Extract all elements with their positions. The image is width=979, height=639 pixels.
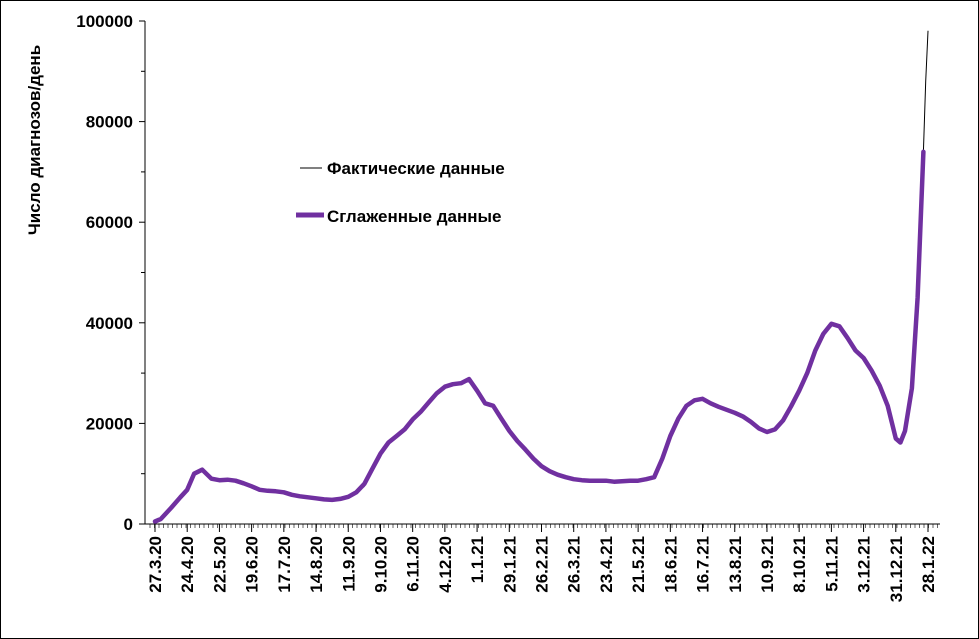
y-axis-title: Число диагнозов/день (25, 45, 44, 235)
y-tick-label: 20000 (86, 414, 133, 433)
x-tick-label: 8.10.21 (790, 536, 809, 593)
y-tick-label: 80000 (86, 113, 133, 132)
y-tick-label: 60000 (86, 213, 133, 232)
y-axis: 0 20000 40000 60000 80000 100000 (76, 12, 146, 534)
x-tick-label: 3.12.21 (855, 536, 874, 593)
y-tick-label: 40000 (86, 314, 133, 333)
x-tick-label: 9.10.20 (371, 536, 390, 593)
y-tick-label: 0 (124, 515, 133, 534)
x-tick-label: 17.7.20 (275, 536, 294, 593)
series-line-smoothed (152, 149, 926, 524)
series-line-actual (154, 30, 929, 522)
legend-label-smoothed: Сглаженные данные (327, 207, 501, 226)
x-tick-label: 26.2.21 (533, 536, 552, 593)
x-tick-label: 19.6.20 (243, 536, 262, 593)
x-tick-label: 11.9.20 (339, 536, 358, 592)
x-tick-label: 10.9.21 (758, 536, 777, 593)
x-tick-label: 6.11.20 (404, 536, 423, 592)
y-tick-label: 100000 (76, 12, 133, 31)
x-tick-label: 29.1.21 (500, 536, 519, 593)
x-tick-label: 31.12.21 (887, 536, 906, 602)
x-tick-label: 22.5.20 (210, 536, 229, 593)
series-layer (152, 30, 929, 524)
x-tick-label: 16.7.21 (694, 536, 713, 593)
legend: Фактические данные Сглаженные данные (296, 159, 505, 226)
x-tick-label: 26.3.21 (565, 536, 584, 593)
x-tick-label: 24.4.20 (178, 536, 197, 593)
x-axis: 27.3.20 24.4.20 22.5.20 19.6.20 17.7.20 14.8.… (145, 523, 940, 602)
x-tick-label: 1.1.21 (468, 536, 487, 583)
x-tick-label: 21.5.21 (629, 536, 648, 593)
x-tick-label: 5.11.21 (822, 536, 841, 592)
legend-label-actual: Фактические данные (327, 159, 505, 178)
x-tick-label: 27.3.20 (146, 536, 165, 593)
x-tick-label: 13.8.21 (726, 536, 745, 593)
x-tick-label: 14.8.20 (307, 536, 326, 593)
x-tick-label: 23.4.21 (597, 536, 616, 593)
x-tick-label: 4.12.20 (436, 536, 455, 593)
x-tick-label: 18.6.21 (661, 536, 680, 593)
x-tick-label: 28.1.22 (919, 536, 938, 593)
